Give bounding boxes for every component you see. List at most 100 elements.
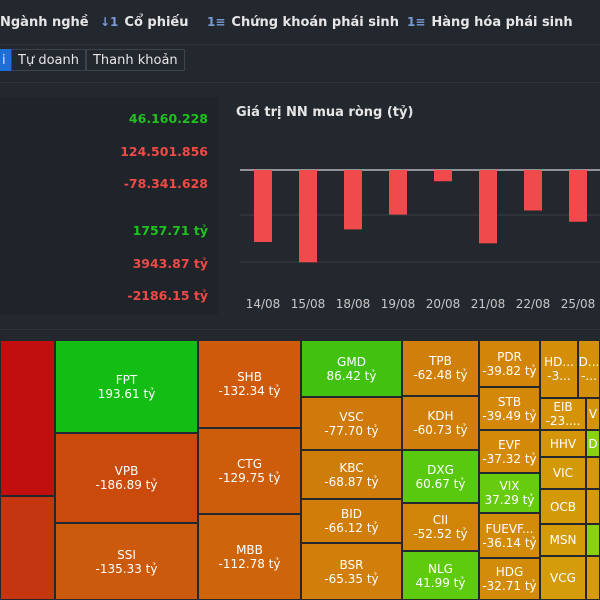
treemap-symbol: FPT: [115, 372, 138, 387]
treemap-cell-mbb[interactable]: MBB -112.78 tỷ: [198, 514, 301, 600]
treemap-symbol: EIB: [553, 400, 573, 414]
treemap-cell[interactable]: [586, 556, 600, 600]
treemap-cell[interactable]: [0, 496, 55, 600]
treemap-symbol: EVF: [498, 437, 521, 452]
treemap-symbol: CII: [432, 513, 449, 527]
treemap-symbol: FUEVF...: [485, 521, 534, 536]
treemap-value: -66.12 tỷ: [324, 521, 379, 535]
treemap-symbol: HDG: [495, 565, 524, 579]
treemap-value: -39.82 tỷ: [482, 363, 537, 378]
treemap-symbol: PDR: [497, 349, 522, 364]
chart-tick-label: 18/08: [336, 297, 371, 311]
nav-item-industry[interactable]: Ngành nghề: [0, 0, 89, 44]
treemap-value: -132.34 tỷ: [218, 384, 281, 398]
treemap-cell-ssi[interactable]: SSI -135.33 tỷ: [55, 523, 198, 600]
sell-volume-value: 124.501.856: [120, 144, 208, 159]
treemap-cell-kdh[interactable]: KDH -60.73 tỷ: [402, 396, 479, 450]
treemap-cell-pdr[interactable]: PDR -39.82 tỷ: [479, 340, 540, 387]
treemap-symbol: KDH: [427, 409, 454, 423]
treemap-cell-hhv[interactable]: HHV: [540, 430, 586, 457]
chart-bottom-divider: [0, 329, 600, 330]
top-nav: Ngành nghề ↓1 Cổ phiếu 1≡ Chứng khoán ph…: [0, 0, 600, 44]
treemap-value: -32.71 tỷ: [482, 579, 537, 593]
treemap-cell-ocb[interactable]: OCB: [540, 489, 586, 524]
treemap-cell-kbc[interactable]: KBC -68.87 tỷ: [301, 450, 402, 499]
treemap-cell-shb[interactable]: SHB -132.34 tỷ: [198, 340, 301, 428]
treemap-symbol: D...: [578, 355, 600, 369]
treemap-cell-bid[interactable]: BID -66.12 tỷ: [301, 499, 402, 543]
treemap-cell-bsr[interactable]: BSR -65.35 tỷ: [301, 543, 402, 600]
nav-item-stocks[interactable]: ↓1 Cổ phiếu: [100, 0, 189, 44]
treemap-cell-vic[interactable]: VIC: [540, 457, 586, 489]
tab-proprietary[interactable]: Tự doanh: [11, 49, 86, 71]
chart-tick-label: 25/08: [561, 297, 596, 311]
tab-liquidity[interactable]: Thanh khoản: [85, 49, 185, 71]
treemap-symbol: STB: [497, 394, 522, 409]
treemap-symbol: VSC: [339, 409, 364, 424]
chart-tick-label: 21/08: [471, 297, 506, 311]
chart-bar-25/08[interactable]: [569, 170, 587, 222]
treemap-cell[interactable]: [586, 489, 600, 524]
buy-value: 1757.71 tỷ: [132, 223, 208, 238]
treemap-cell-hd[interactable]: HD... -3...: [540, 340, 578, 398]
nav-item-commodity-derivatives[interactable]: 1≡ Hàng hóa phái sinh: [407, 0, 573, 44]
treemap-cell-vsc[interactable]: VSC -77.70 tỷ: [301, 397, 402, 450]
treemap-cell-dxg[interactable]: DXG 60.67 tỷ: [402, 450, 479, 503]
treemap-symbol: MBB: [236, 543, 263, 557]
treemap-cell-d[interactable]: D: [586, 430, 600, 457]
treemap-cell-cii[interactable]: CII -52.52 tỷ: [402, 503, 479, 551]
treemap-value: -...: [581, 369, 597, 383]
nav-divider: [0, 44, 600, 45]
buy-volume-value: 46.160.228: [128, 111, 208, 126]
treemap-cell-tpb[interactable]: TPB -62.48 tỷ: [402, 340, 479, 396]
tab-foreign[interactable]: i: [0, 49, 11, 71]
treemap-value: -129.75 tỷ: [218, 471, 281, 485]
nav-item-label: Ngành nghề: [0, 14, 89, 30]
treemap-cell-stb[interactable]: STB -39.49 tỷ: [479, 387, 540, 430]
chart-bar-20/08[interactable]: [434, 170, 452, 182]
treemap-cell-eib[interactable]: EIB -23....: [540, 398, 586, 430]
treemap-cell-ctg[interactable]: CTG -129.75 tỷ: [198, 428, 301, 514]
treemap-symbol: VCG: [550, 571, 576, 585]
treemap-symbol: CTG: [236, 457, 262, 471]
treemap-cell-vix[interactable]: VIX 37.29 tỷ: [479, 473, 540, 513]
net-volume-value: -78.341.628: [123, 176, 208, 191]
treemap-symbol: GMD: [337, 354, 366, 369]
treemap-value: -135.33 tỷ: [95, 561, 158, 576]
treemap-cell-gmd[interactable]: GMD 86.42 tỷ: [301, 340, 402, 397]
chart-title: Giá trị NN mua ròng (tỷ): [236, 105, 414, 120]
treemap-symbol: V: [588, 407, 598, 421]
treemap-cell-nlg[interactable]: NLG 41.99 tỷ: [402, 551, 479, 600]
chart-tick-label: 20/08: [426, 297, 461, 311]
treemap-cell-fuevf[interactable]: FUEVF... -36.14 tỷ: [479, 513, 540, 558]
treemap-value: -60.73 tỷ: [413, 423, 468, 437]
treemap-cell[interactable]: [0, 340, 55, 496]
chart-bar-18/08[interactable]: [344, 170, 362, 230]
chart-bar-22/08[interactable]: [524, 170, 542, 211]
treemap-value: -23....: [545, 414, 581, 428]
nav-item-derivatives[interactable]: 1≡ Chứng khoán phái sinh: [207, 0, 399, 44]
treemap-symbol: SSI: [117, 547, 136, 562]
treemap-cell-vpb[interactable]: VPB -186.89 tỷ: [55, 433, 198, 523]
chart-bar-15/08[interactable]: [299, 170, 317, 263]
treemap-value: -186.89 tỷ: [95, 478, 158, 492]
net-value: -2186.15 tỷ: [127, 288, 208, 303]
chart-bar-14/08[interactable]: [254, 170, 272, 242]
treemap-cell[interactable]: [586, 524, 600, 556]
treemap-cell-msn[interactable]: MSN: [540, 524, 586, 556]
treemap-value: 193.61 tỷ: [97, 386, 156, 401]
chart-bar-19/08[interactable]: [389, 170, 407, 215]
treemap-cell-vcg[interactable]: VCG: [540, 556, 586, 600]
treemap-cell-hdg[interactable]: HDG -32.71 tỷ: [479, 558, 540, 600]
treemap-cell-evf[interactable]: EVF -37.32 tỷ: [479, 430, 540, 473]
nav-item-label: Chứng khoán phái sinh: [231, 14, 399, 30]
treemap-cell-d[interactable]: D... -...: [578, 340, 600, 398]
treemap-value: 37.29 tỷ: [484, 493, 535, 507]
chart-tick-label: 14/08: [246, 297, 281, 311]
treemap-cell[interactable]: [586, 457, 600, 489]
treemap-cell-v[interactable]: V: [586, 398, 600, 430]
treemap-cell-fpt[interactable]: FPT 193.61 tỷ: [55, 340, 198, 433]
treemap-value: -37.32 tỷ: [482, 451, 537, 466]
treemap-value: 41.99 tỷ: [415, 575, 466, 590]
chart-bar-21/08[interactable]: [479, 170, 497, 244]
